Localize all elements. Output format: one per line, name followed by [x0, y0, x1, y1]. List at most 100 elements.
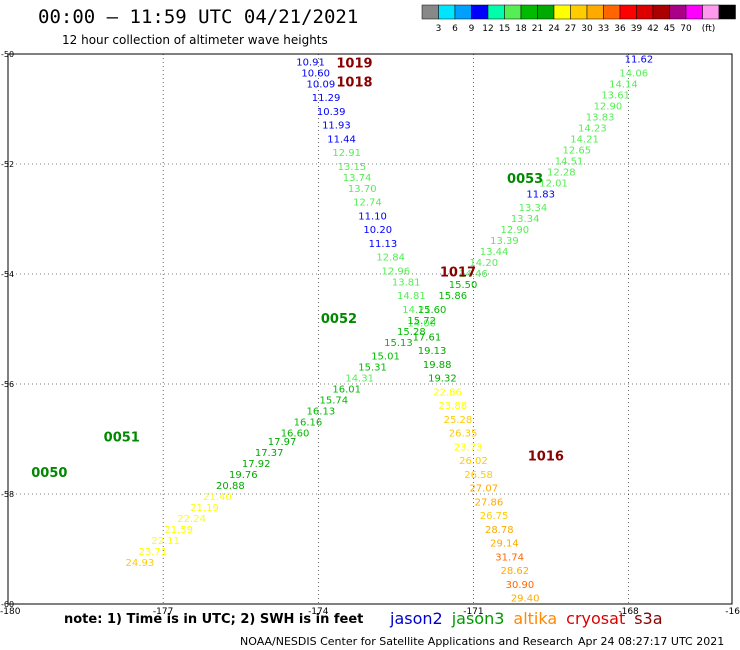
wave-height-value: 13.74 — [343, 173, 372, 184]
colorbar-label: 18 — [515, 24, 527, 34]
satellite-legend: jason2 jason3 altika cryosat s3a — [390, 609, 672, 628]
wave-height-value: 22.11 — [151, 536, 180, 547]
y-tick-label: -52 — [1, 160, 14, 169]
colorbar-swatch — [520, 4, 538, 20]
wave-height-value: 11.62 — [625, 55, 654, 66]
wave-height-value: 20.88 — [216, 481, 245, 492]
x-tick-label: -180 — [0, 607, 21, 617]
wave-height-value: 15.50 — [449, 280, 478, 291]
wave-height-value: 12.74 — [353, 198, 382, 209]
wave-height-value: 26.58 — [464, 470, 493, 481]
wave-height-value: 26.75 — [480, 511, 509, 522]
colorbar-label: 3 — [436, 24, 442, 34]
wave-height-value: 14.21 — [570, 134, 599, 145]
colorbar-label: 6 — [452, 24, 458, 34]
wave-height-value: 14.21 — [402, 305, 431, 316]
colorbar-swatch — [619, 4, 637, 20]
y-tick-label: -50 — [1, 50, 14, 59]
colorbar-swatch — [702, 4, 720, 20]
colorbar-label: 27 — [565, 24, 576, 34]
wave-height-value: 29.14 — [490, 539, 519, 550]
wave-height-value: 15.01 — [371, 352, 400, 363]
colorbar-label: 39 — [631, 24, 643, 34]
wave-height-value: 12.01 — [539, 178, 568, 189]
wave-height-value: 31.74 — [495, 552, 524, 563]
colorbar-swatch — [421, 4, 439, 20]
wave-height-value: 16.16 — [294, 418, 323, 429]
wave-height-value: 10.39 — [317, 107, 346, 118]
wave-height-value: 23.88 — [438, 401, 467, 412]
track-time-label: 1017 — [440, 265, 476, 280]
colorbar-label: 42 — [647, 24, 658, 34]
units-note: note: 1) Time is in UTC; 2) SWH is in fe… — [64, 612, 364, 627]
wave-height-value: 21.40 — [203, 492, 232, 503]
wave-height-value: 23.71 — [138, 547, 167, 558]
wave-height-value: 13.34 — [511, 214, 540, 225]
colorbar-label: 70 — [680, 24, 692, 34]
wave-height-value: 27.86 — [475, 497, 504, 508]
colorbar-swatch — [487, 4, 505, 20]
track-time-label: 1019 — [336, 56, 372, 71]
wave-height-value: 28.62 — [500, 566, 529, 577]
wave-height-value: 10.60 — [301, 68, 330, 79]
plot-border — [7, 53, 733, 605]
colorbar-swatch — [570, 4, 588, 20]
colorbar-swatch — [454, 4, 472, 20]
wave-height-value: 16.13 — [307, 407, 336, 418]
colorbar-label: 9 — [469, 24, 475, 34]
wave-height-value: 11.13 — [369, 239, 398, 250]
colorbar-label: 30 — [581, 24, 593, 34]
colorbar-swatch — [504, 4, 522, 20]
colorbar-legend: 3 6 9 12 15 18 21 24 27 30 33 36 39 42 45 70 (ft) — [421, 4, 736, 34]
wave-height-value: 30.90 — [506, 580, 535, 591]
grid-lines — [8, 54, 732, 604]
wave-height-value: 15.13 — [384, 338, 413, 349]
wave-height-value: 16.01 — [332, 385, 361, 396]
wave-height-value: 11.10 — [358, 211, 387, 222]
wave-height-value: 29.40 — [511, 594, 540, 605]
wave-height-value: 19.32 — [428, 374, 457, 385]
colorbar-swatch — [652, 4, 670, 20]
wave-height-value: 11.93 — [322, 121, 351, 132]
wave-height-value: 15.60 — [418, 305, 447, 316]
wave-height-value: 25.28 — [444, 415, 473, 426]
wave-height-value: 15.86 — [438, 291, 467, 302]
wave-height-value: 27.07 — [469, 484, 498, 495]
track-time-label: 1018 — [336, 76, 372, 91]
x-tick-label: -177 — [153, 607, 173, 617]
x-tick-label: -171 — [463, 607, 483, 617]
wave-height-value: 16.60 — [281, 429, 310, 440]
wave-height-value: 11.29 — [312, 93, 341, 104]
wave-height-value: 14.14 — [609, 79, 638, 90]
colorbar-swatch — [685, 4, 703, 20]
x-tick-labels: -180 -177 -174 -171 -168 -16 — [0, 607, 740, 617]
x-tick-label: -16 — [725, 607, 740, 617]
y-tick-label: -54 — [1, 270, 14, 279]
wave-height-value: 19.76 — [229, 470, 258, 481]
track-time-labels: 1019 1018 1017 1016 0053 0052 0051 0050 — [31, 56, 564, 481]
colorbar-swatch — [537, 4, 555, 20]
colorbar-swatch — [471, 4, 489, 20]
wave-height-value: 14.31 — [345, 374, 374, 385]
satellite-legend-item: jason2 — [390, 609, 443, 628]
wave-height-value: 17.92 — [242, 459, 271, 470]
wave-height-value: 12.90 — [594, 101, 623, 112]
track-time-label: 0051 — [104, 430, 140, 445]
chart-subtitle: 12 hour collection of altimeter wave hei… — [62, 33, 328, 47]
wave-height-value: 11.83 — [526, 189, 555, 200]
colorbar-swatch — [553, 4, 571, 20]
wave-height-value: 15.74 — [319, 396, 348, 407]
wave-height-value: 14.00 — [407, 319, 436, 330]
track-time-label: 0052 — [321, 312, 357, 327]
wave-height-value: 15.28 — [397, 327, 426, 338]
wave-height-value: 14.46 — [459, 269, 488, 280]
colorbar-label: 21 — [532, 24, 543, 34]
wave-height-value: 10.09 — [307, 79, 336, 90]
wave-height-value: 24.93 — [126, 558, 155, 569]
wave-height-value: 21.19 — [190, 503, 219, 514]
wave-height-value: 13.70 — [348, 184, 377, 195]
plot-frame — [7, 53, 733, 605]
colorbar-swatch — [603, 4, 621, 20]
